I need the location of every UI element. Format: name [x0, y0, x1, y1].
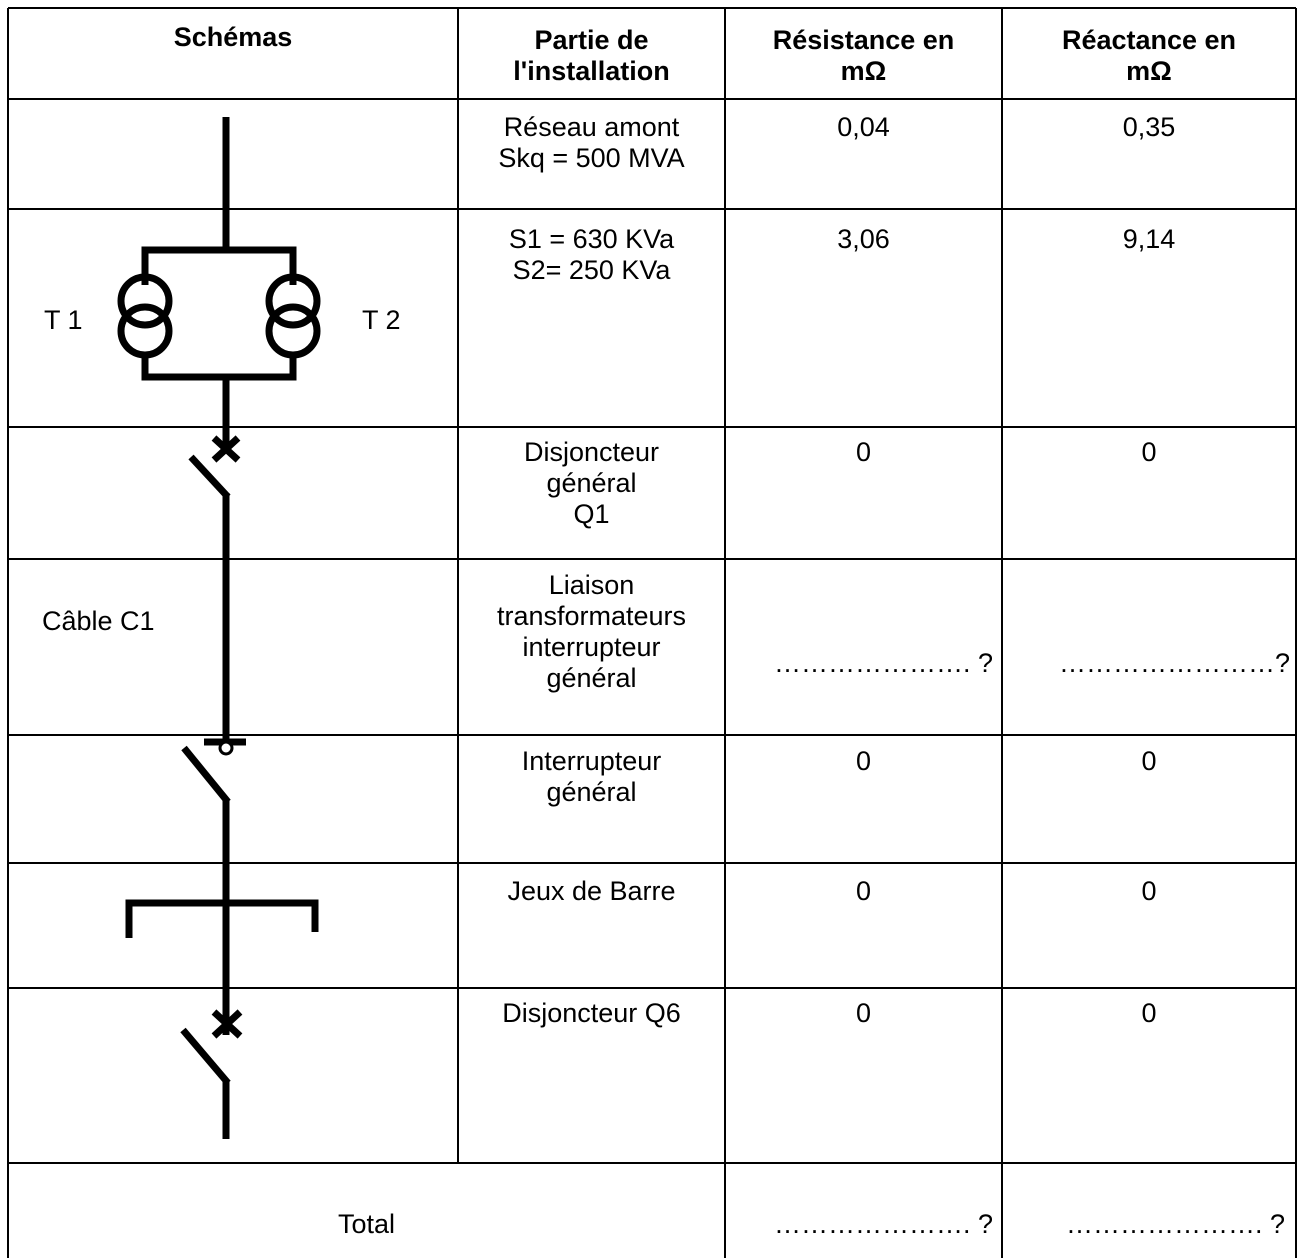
header-partie: Partie de l'installation	[513, 25, 670, 86]
busbar	[125, 899, 319, 938]
header-reactance: Réactance en mΩ	[1061, 25, 1237, 86]
row-1-partie: Réseau amont Skq = 500 MVA	[498, 112, 685, 173]
label-cable-c1: Câble C1	[42, 606, 155, 636]
switch-pivot	[218, 740, 234, 756]
transformer-t2-coil-b	[265, 303, 321, 359]
row-6-resistance: 0	[855, 876, 872, 906]
row-7-partie: Disjoncteur Q6	[502, 998, 681, 1028]
row-2-resistance: 3,06	[837, 224, 890, 254]
row-1-resistance: 0,04	[837, 112, 890, 142]
transformer-t2-coil-a	[265, 273, 321, 329]
parallel-frame-bottom	[141, 353, 297, 381]
row-5-partie: Interrupteur général	[521, 746, 662, 807]
switch-blade	[181, 745, 231, 805]
breaker-q1-blade	[188, 454, 231, 500]
row-3-reactance: 0	[1141, 437, 1157, 467]
row-1-reactance: 0,35	[1122, 112, 1176, 142]
row-4-partie: Liaison transformateurs interrupteur gén…	[496, 570, 687, 693]
header-schemas: Schémas	[173, 22, 293, 52]
row-2-reactance: 9,14	[1122, 224, 1176, 254]
row-3-resistance: 0	[855, 437, 872, 467]
breaker-q6-blade	[180, 1027, 231, 1086]
row-4-reactance: ……………………?	[1058, 648, 1290, 678]
row-4-resistance: …………………. ?	[773, 648, 993, 678]
row-6-reactance: 0	[1141, 876, 1157, 906]
transformer-t1-coil-a	[117, 273, 173, 329]
row-6-partie: Jeux de Barre	[507, 876, 676, 906]
row-7-resistance: 0	[855, 998, 872, 1028]
row-2-partie: S1 = 630 KVa S2= 250 KVa	[508, 224, 675, 285]
label-t1: T 1	[44, 305, 83, 335]
total-resistance: …………………. ?	[773, 1209, 993, 1239]
row-5-reactance: 0	[1141, 746, 1157, 776]
header-resistance: Résistance en mΩ	[772, 25, 955, 86]
transformer-t1-coil-b	[117, 303, 173, 359]
row-7-reactance: 0	[1141, 998, 1157, 1028]
row-5-resistance: 0	[855, 746, 872, 776]
parallel-frame-top	[141, 246, 297, 285]
label-t2: T 2	[362, 305, 401, 335]
total-label: Total	[337, 1209, 396, 1239]
total-reactance: …………………. ?	[1065, 1209, 1285, 1239]
row-3-partie: Disjoncteur général Q1	[523, 437, 660, 529]
